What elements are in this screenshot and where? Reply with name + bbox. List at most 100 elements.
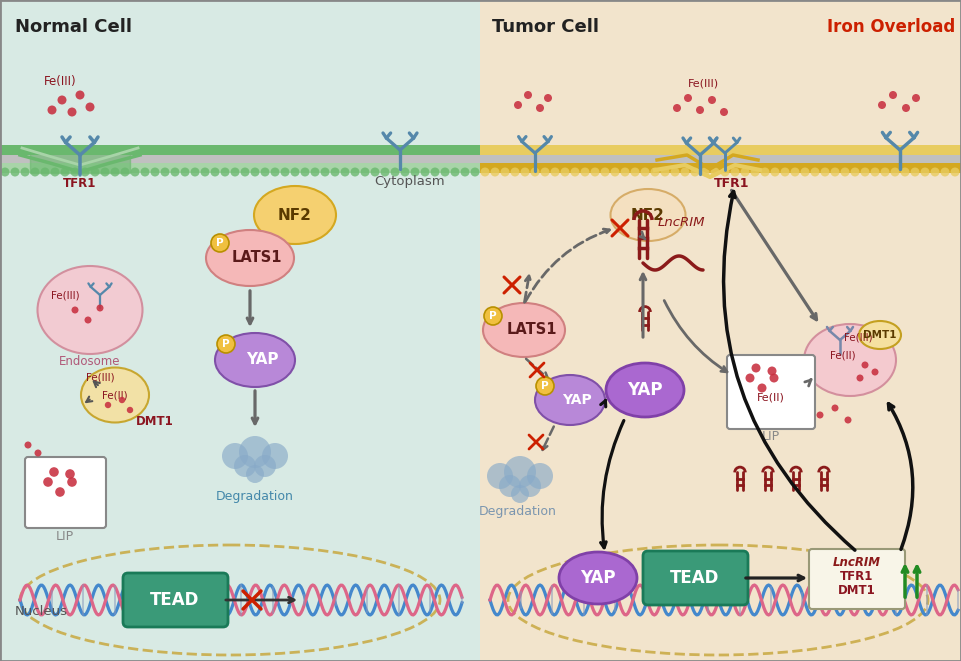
Circle shape: [40, 167, 50, 176]
Circle shape: [90, 167, 100, 176]
Text: Fe(III): Fe(III): [43, 75, 76, 88]
Text: TFR1: TFR1: [63, 177, 97, 190]
Circle shape: [791, 167, 800, 176]
Ellipse shape: [804, 324, 896, 396]
Circle shape: [67, 477, 77, 486]
Circle shape: [351, 167, 359, 176]
Circle shape: [290, 167, 300, 176]
Circle shape: [96, 305, 104, 311]
Circle shape: [850, 167, 859, 176]
Circle shape: [510, 167, 520, 176]
Circle shape: [684, 94, 692, 102]
Ellipse shape: [610, 189, 685, 241]
Text: TEAD: TEAD: [150, 591, 200, 609]
Text: TFR1: TFR1: [840, 570, 874, 582]
Circle shape: [190, 167, 200, 176]
Circle shape: [431, 167, 439, 176]
FancyBboxPatch shape: [809, 549, 905, 609]
Text: Cytoplasm: Cytoplasm: [375, 175, 445, 188]
Text: LATS1: LATS1: [506, 323, 557, 338]
Text: NF2: NF2: [631, 208, 665, 223]
Circle shape: [251, 167, 259, 176]
Circle shape: [880, 167, 890, 176]
Text: LncRIM: LncRIM: [833, 557, 881, 570]
Circle shape: [220, 167, 230, 176]
Circle shape: [710, 167, 720, 176]
Circle shape: [519, 475, 541, 497]
Circle shape: [900, 167, 909, 176]
Circle shape: [511, 485, 529, 503]
Circle shape: [501, 167, 509, 176]
Circle shape: [841, 167, 850, 176]
Circle shape: [421, 167, 430, 176]
Circle shape: [921, 167, 929, 176]
Circle shape: [127, 407, 134, 413]
Circle shape: [499, 475, 521, 497]
Text: LIP: LIP: [762, 430, 780, 443]
Circle shape: [521, 167, 530, 176]
Circle shape: [780, 167, 790, 176]
Circle shape: [151, 167, 160, 176]
Circle shape: [941, 167, 949, 176]
Circle shape: [640, 167, 650, 176]
Circle shape: [912, 94, 920, 102]
Circle shape: [720, 108, 728, 116]
Bar: [0, 155, 480, 163]
Text: LATS1: LATS1: [232, 251, 283, 266]
Circle shape: [381, 167, 389, 176]
Text: Fe(III): Fe(III): [844, 333, 873, 343]
Text: YAP: YAP: [246, 352, 279, 368]
Text: DMT1: DMT1: [863, 330, 897, 340]
Circle shape: [560, 167, 570, 176]
Circle shape: [671, 167, 679, 176]
Text: YAP: YAP: [580, 569, 616, 587]
Bar: [480, 163, 961, 173]
Ellipse shape: [559, 552, 637, 604]
Circle shape: [1, 167, 10, 176]
Circle shape: [871, 167, 879, 176]
Circle shape: [81, 167, 89, 176]
Circle shape: [821, 167, 829, 176]
Circle shape: [691, 167, 700, 176]
Circle shape: [262, 443, 288, 469]
Circle shape: [222, 443, 248, 469]
Circle shape: [580, 167, 589, 176]
Circle shape: [371, 167, 380, 176]
Text: LIP: LIP: [56, 530, 74, 543]
Text: Normal Cell: Normal Cell: [15, 18, 132, 36]
Circle shape: [31, 167, 39, 176]
Text: Degradation: Degradation: [216, 490, 294, 503]
Circle shape: [246, 465, 264, 483]
Ellipse shape: [606, 363, 684, 417]
Text: Fe(II): Fe(II): [757, 393, 785, 403]
Text: Fe(III): Fe(III): [86, 373, 114, 383]
Circle shape: [721, 167, 729, 176]
Circle shape: [105, 402, 111, 408]
Circle shape: [480, 167, 489, 176]
Text: Nucleus: Nucleus: [15, 605, 68, 618]
Circle shape: [621, 167, 629, 176]
Ellipse shape: [859, 321, 901, 349]
Circle shape: [910, 167, 920, 176]
Circle shape: [889, 91, 897, 99]
Circle shape: [651, 167, 659, 176]
Circle shape: [524, 91, 532, 99]
Ellipse shape: [37, 266, 142, 354]
Circle shape: [35, 449, 41, 457]
Circle shape: [234, 455, 256, 477]
Text: DMT1: DMT1: [838, 584, 875, 596]
Circle shape: [730, 167, 740, 176]
Circle shape: [757, 383, 767, 393]
Circle shape: [471, 167, 480, 176]
Circle shape: [856, 375, 864, 381]
Text: NF2: NF2: [278, 208, 312, 223]
Circle shape: [514, 101, 522, 109]
Circle shape: [571, 167, 579, 176]
Circle shape: [530, 167, 539, 176]
Circle shape: [401, 167, 409, 176]
FancyBboxPatch shape: [123, 573, 228, 627]
Circle shape: [861, 362, 869, 368]
Text: P: P: [489, 311, 497, 321]
Text: P: P: [222, 339, 230, 349]
Circle shape: [746, 373, 754, 383]
